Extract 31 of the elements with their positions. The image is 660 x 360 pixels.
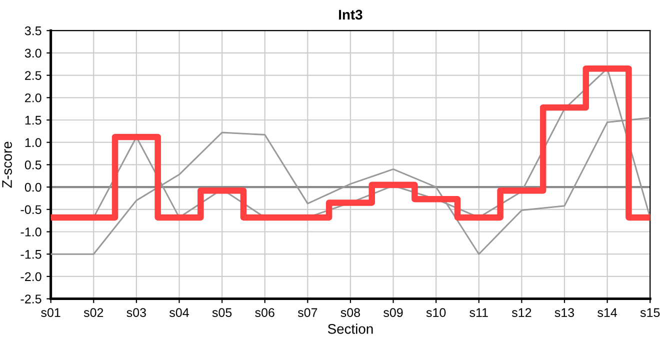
x-tick-label: s01 <box>41 308 60 318</box>
x-tick-label: s10 <box>426 308 446 318</box>
x-tick-label: s15 <box>640 308 660 318</box>
y-tick-label: 2.0 <box>25 93 42 102</box>
x-tick-label: s03 <box>126 308 146 318</box>
x-tick-label: s05 <box>212 308 232 318</box>
y-tick-label: 1.0 <box>25 138 42 147</box>
x-tick-label: s07 <box>298 308 318 318</box>
x-tick-label: s08 <box>340 308 360 318</box>
y-tick-label: 2.5 <box>25 71 42 80</box>
x-tick-label: s11 <box>470 308 488 318</box>
x-tick-label: s06 <box>255 308 274 318</box>
y-tick-label: 0.5 <box>24 160 42 170</box>
y-tick-label: 3.0 <box>24 48 42 58</box>
y-tick-label: -1.0 <box>20 228 42 236</box>
y-tick-label: 0.0 <box>24 182 42 192</box>
chart-title: Int3 <box>339 10 362 20</box>
x-tick-label: s13 <box>554 308 574 318</box>
x-axis-title: Section <box>328 324 373 334</box>
y-tick-label: 1.5 <box>25 116 42 125</box>
x-tick-label: s12 <box>512 308 532 318</box>
x-tick-label: s02 <box>84 308 104 318</box>
y-tick-label: -2.5 <box>20 294 42 304</box>
x-tick-label: s09 <box>384 308 403 318</box>
y-axis-title: Z-score <box>2 142 12 188</box>
y-tick-label: 3.5 <box>24 26 42 36</box>
y-tick-label: -1.5 <box>20 250 42 259</box>
y-tick-label: -0.5 <box>20 205 42 214</box>
x-tick-label: s14 <box>598 308 618 318</box>
x-tick-label: s04 <box>170 308 189 318</box>
y-tick-label: -2.0 <box>20 272 42 282</box>
